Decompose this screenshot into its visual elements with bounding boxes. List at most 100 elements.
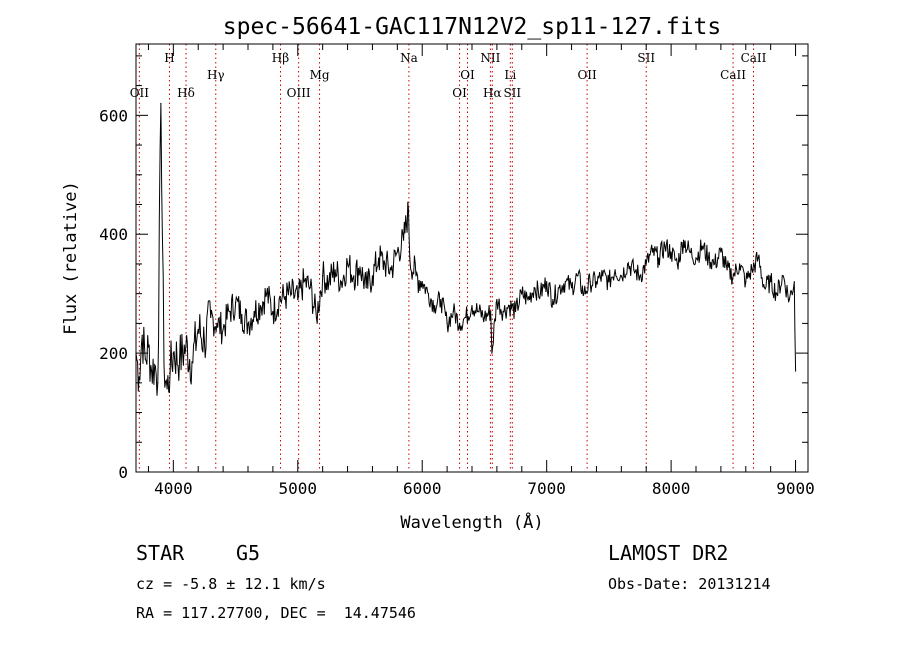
flux-point-86 [620, 275, 622, 277]
flux-point-60 [465, 316, 467, 319]
flux-point-66 [496, 299, 498, 301]
flux-point-2 [141, 334, 143, 336]
flux-point-21 [228, 310, 230, 313]
flux-point-69 [514, 310, 517, 313]
flux-point-59 [458, 322, 461, 324]
flux-point-57 [446, 322, 448, 324]
flux-point-10 [166, 388, 168, 390]
flux-point-29 [278, 299, 280, 301]
flux-point-52 [415, 275, 417, 277]
line-label-16: CaII [720, 68, 746, 82]
flux-point-114 [793, 281, 795, 283]
flux-point-0 [135, 352, 137, 354]
flux-point-26 [259, 304, 262, 307]
flux-point-112 [782, 275, 784, 277]
line-label-7: Na [400, 51, 418, 65]
flux-point-11 [169, 370, 171, 372]
line-label-4: Hβ [272, 51, 289, 65]
flux-point-17 [203, 340, 206, 342]
flux-point-19 [216, 322, 218, 324]
flux-point-12 [172, 352, 174, 354]
flux-point-102 [720, 251, 722, 253]
flux-point-100 [707, 257, 710, 259]
x-tick-label-5: 9000 [776, 479, 815, 498]
flux-point-92 [658, 257, 660, 259]
flux-point-104 [732, 275, 734, 277]
flux-point-14 [185, 346, 187, 348]
chart-title: spec-56641-GAC117N12V2_sp11-127.fits [223, 14, 722, 40]
flux-point-45 [378, 257, 380, 259]
flux-point-83 [602, 275, 604, 277]
y-axis-label: Flux (relative) [61, 181, 81, 335]
y-tick-label-3: 600 [99, 106, 128, 125]
x-tick-label-4: 8000 [652, 479, 691, 498]
flux-point-79 [577, 275, 579, 277]
line-label-3: Hγ [207, 68, 225, 82]
flux-point-101 [714, 263, 716, 265]
flux-point-109 [763, 287, 766, 289]
line-label-0: OII [130, 86, 150, 100]
line-label-11: Hα [483, 86, 502, 100]
flux-point-68 [508, 304, 510, 307]
flux-point-34 [309, 287, 311, 289]
flux-point-106 [745, 281, 747, 283]
flux-point-7 [157, 382, 159, 384]
flux-point-67 [502, 310, 504, 313]
flux-point-95 [676, 263, 678, 265]
flux-point-76 [558, 287, 560, 289]
line-label-8: OI [452, 86, 467, 100]
flux-point-84 [608, 281, 610, 283]
x-tick-label-0: 4000 [154, 479, 193, 498]
flux-point-16 [197, 328, 199, 330]
flux-point-78 [570, 287, 573, 289]
flux-point-33 [303, 281, 305, 283]
flux-point-3 [144, 358, 146, 360]
flux-point-35 [315, 316, 318, 319]
flux-point-61 [471, 304, 473, 307]
line-label-5: OIII [287, 86, 311, 100]
flux-point-25 [253, 310, 255, 313]
flux-point-48 [396, 251, 398, 253]
flux-point-72 [533, 287, 535, 289]
line-label-12: Li [504, 68, 516, 82]
coordinates: RA = 117.27700, DEC = 14.47546 [136, 604, 416, 622]
flux-point-96 [682, 239, 685, 241]
flux-point-51 [409, 257, 411, 259]
line-label-14: OII [577, 68, 597, 82]
flux-point-6 [154, 364, 156, 366]
flux-point-70 [521, 293, 523, 295]
flux-point-38 [334, 269, 336, 271]
flux-series [135, 102, 797, 396]
flux-point-40 [346, 263, 349, 265]
flux-point-4 [147, 346, 150, 348]
flux-point-107 [751, 269, 753, 271]
flux-point-43 [365, 287, 367, 289]
line-label-1: H [164, 51, 174, 65]
flux-point-47 [390, 269, 392, 271]
flux-point-18 [210, 316, 212, 319]
flux-point-23 [241, 313, 243, 316]
flux-point-37 [328, 281, 330, 283]
x-axis-label: Wavelength (Å) [400, 511, 543, 533]
flux-point-32 [297, 299, 299, 301]
flux-point-74 [546, 281, 548, 283]
flux-point-56 [440, 299, 442, 301]
flux-point-115 [794, 370, 797, 372]
flux-point-46 [384, 263, 386, 265]
axis-ticks: 4000 5000 6000 7000 8000 9000 0 200 400 600 [99, 44, 815, 498]
line-label-10: NII [480, 51, 500, 65]
flux-point-39 [340, 281, 342, 283]
flux-point-62 [477, 310, 479, 313]
flux-point-88 [633, 269, 635, 271]
flux-point-54 [427, 293, 430, 295]
flux-point-1 [138, 376, 140, 378]
line-label-9: OI [460, 68, 475, 82]
flux-point-65 [491, 352, 493, 354]
object-class: STAR [136, 541, 185, 565]
flux-point-89 [639, 275, 641, 277]
y-tick-label-2: 400 [99, 225, 128, 244]
flux-point-71 [527, 299, 529, 301]
flux-line-0 [135, 103, 797, 396]
